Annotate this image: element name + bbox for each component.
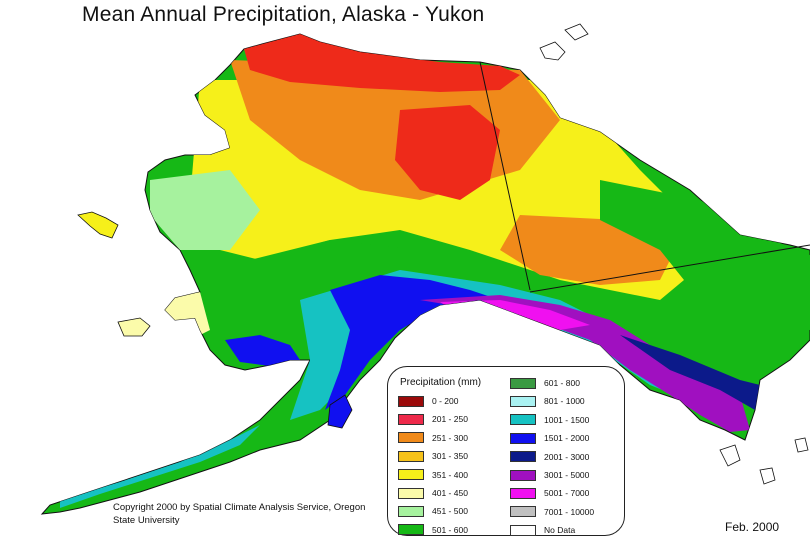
legend-swatch [398,487,424,499]
legend-swatch [510,506,536,518]
legend-item: 251 - 300 [398,432,468,444]
zone-light-green-west [150,170,260,250]
legend-swatch [510,451,536,463]
zone-navy-panhandle [620,335,760,410]
legend-label: 451 - 500 [432,506,468,517]
legend-item: 601 - 800 [510,377,580,389]
legend-label: 1501 - 2000 [544,433,590,444]
legend-item: 5001 - 7000 [510,487,589,499]
legend-swatch [398,505,424,517]
legend-label: 401 - 450 [432,488,468,498]
legend-item: 3001 - 5000 [510,469,589,481]
legend-swatch [510,377,536,389]
legend-item: 1001 - 1500 [510,414,589,426]
legend-item: No Data [510,524,575,536]
map-date: Feb. 2000 [725,520,780,534]
island-st-lawrence [77,211,119,239]
legend-item: 351 - 400 [398,469,468,481]
legend-item: 2001 - 3000 [510,451,589,463]
legend-item: 0 - 200 [398,395,458,407]
legend-item: 451 - 500 [398,505,468,517]
alaska-yukon-border [479,61,531,291]
legend-item: 801 - 1000 [510,395,585,407]
legend-swatch [510,469,536,481]
legend-item: 401 - 450 [398,487,468,499]
legend-swatch [398,413,424,425]
legend-label: 251 - 300 [432,432,468,443]
legend-label: 501 - 600 [432,524,468,535]
legend-label: 601 - 800 [544,378,580,388]
legend-item: 1501 - 2000 [510,432,589,444]
legend-label: 5001 - 7000 [544,488,590,499]
legend-item: 501 - 600 [398,524,468,536]
legend-swatch [510,432,536,444]
legend-label: No Data [544,525,576,536]
legend-label: 201 - 250 [432,414,468,425]
zone-blue-kodiak [225,335,300,366]
legend-swatch [510,487,536,499]
legend-label: 351 - 400 [432,469,468,480]
island-nunivak [117,317,151,337]
legend-label: 301 - 350 [432,451,468,462]
legend-swatch [398,395,424,407]
copyright-note: Copyright 2000 by Spatial Climate Analys… [113,502,366,526]
island-arctic [539,23,589,61]
legend-title: Precipitation (mm) [400,377,482,388]
zone-red-north-slope [244,34,520,92]
legend-swatch [510,395,536,407]
legend-label: 7001 - 10000 [544,506,595,517]
legend-swatch [398,432,424,444]
yukon-bc-border [529,244,810,293]
legend-label: 3001 - 5000 [544,470,590,480]
island-kodiak [327,394,353,429]
legend-swatch [510,414,536,426]
legend-swatch [510,524,536,536]
legend-label: 1001 - 1500 [544,414,590,425]
legend-label: 0 - 200 [432,396,459,406]
legend-swatch [398,450,424,462]
legend-label: 2001 - 3000 [544,451,590,462]
legend-item: 301 - 350 [398,450,468,462]
legend-swatch [398,469,424,481]
legend-item: 7001 - 10000 [510,506,594,518]
zone-green-yukon [600,180,810,330]
legend-label: 801 - 1000 [544,396,585,407]
legend-swatch [398,524,424,536]
map-title: Mean Annual Precipitation, Alaska - Yuko… [82,3,485,26]
legend: Precipitation (mm) 0 - 200 201 - 250 251 -… [387,366,625,536]
legend-item: 201 - 250 [398,413,468,425]
islands-southeast [719,437,809,485]
zone-cyan-peninsula [60,425,260,508]
zone-red-interior [395,105,500,200]
